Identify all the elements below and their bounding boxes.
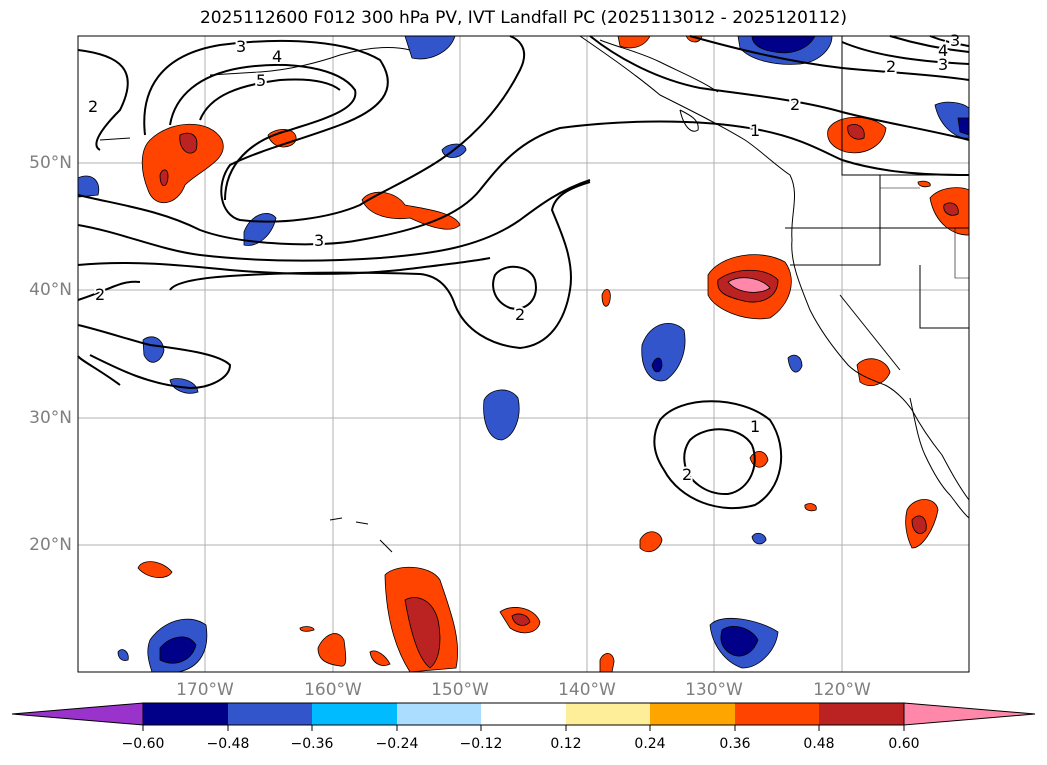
lat-label-20n: 20°N (29, 535, 72, 555)
contour-label: 2 (886, 57, 896, 76)
contour-label: 2 (95, 285, 105, 304)
contour-label: 1 (750, 417, 760, 436)
lon-label-170w: 170°W (176, 680, 234, 700)
lon-label-140w: 140°W (558, 680, 616, 700)
contour-label: 2 (790, 95, 800, 114)
pv-contours (77, 35, 970, 510)
lon-label-150w: 150°W (431, 680, 489, 700)
contour-label: 2 (515, 305, 525, 324)
colorbar-tick-label: 0.60 (888, 736, 920, 752)
colorbar-seg (143, 703, 228, 725)
contour-label: 5 (256, 71, 266, 90)
colorbar-seg (397, 703, 481, 725)
coastlines (99, 35, 970, 553)
colorbar-tick-marks (142, 725, 905, 731)
colorbar-extend-right (903, 702, 1036, 726)
colorbar-border (142, 702, 905, 726)
map-frame (78, 36, 969, 672)
colorbar-tick-label: −0.36 (290, 736, 334, 752)
colorbar-seg (228, 703, 312, 725)
contour-label: 2 (682, 465, 692, 484)
colorbar-seg (819, 703, 904, 725)
lat-label-50n: 50°N (29, 153, 72, 173)
lon-label-120w: 120°W (813, 680, 871, 700)
colorbar (11, 702, 1036, 731)
colorbar-tick-label: −0.12 (459, 736, 503, 752)
colorbar-seg (650, 703, 735, 725)
lon-label-130w: 130°W (685, 680, 743, 700)
colorbar-tick-label: 0.48 (803, 736, 835, 752)
contour-label: 1 (750, 121, 760, 140)
map-border (77, 35, 970, 673)
contour-label: 4 (938, 41, 948, 60)
lon-label-160w: 160°W (304, 680, 362, 700)
state-borders (880, 187, 969, 279)
contour-label: 3 (314, 231, 324, 250)
contour-label: 3 (950, 31, 960, 50)
colorbar-seg (566, 703, 650, 725)
contour-label: 2 (88, 97, 98, 116)
colorbar-extend-left (11, 702, 144, 726)
colorbar-tick-label: −0.60 (121, 736, 165, 752)
contour-label: 3 (236, 37, 246, 56)
contour-label-group: 3 4 5 2 2 2 3 4 3 2 3 2 1 2 1 (86, 29, 962, 486)
lat-label-40n: 40°N (29, 280, 72, 300)
colorbar-tick-label: 0.36 (719, 736, 751, 752)
colorbar-tick-label: 0.12 (550, 736, 582, 752)
lat-label-30n: 30°N (29, 408, 72, 428)
colorbar-tick-label: 0.24 (634, 736, 666, 752)
chart-title: 2025112600 F012 300 hPa PV, IVT Landfall… (199, 8, 847, 28)
colorbar-seg (481, 703, 566, 725)
colorbar-tick-label: −0.48 (206, 736, 250, 752)
colorbar-seg (312, 703, 397, 725)
contour-label: 4 (272, 47, 282, 66)
colorbar-tick-label: −0.24 (375, 736, 419, 752)
colorbar-seg (735, 703, 819, 725)
contour-label: 3 (938, 55, 948, 74)
